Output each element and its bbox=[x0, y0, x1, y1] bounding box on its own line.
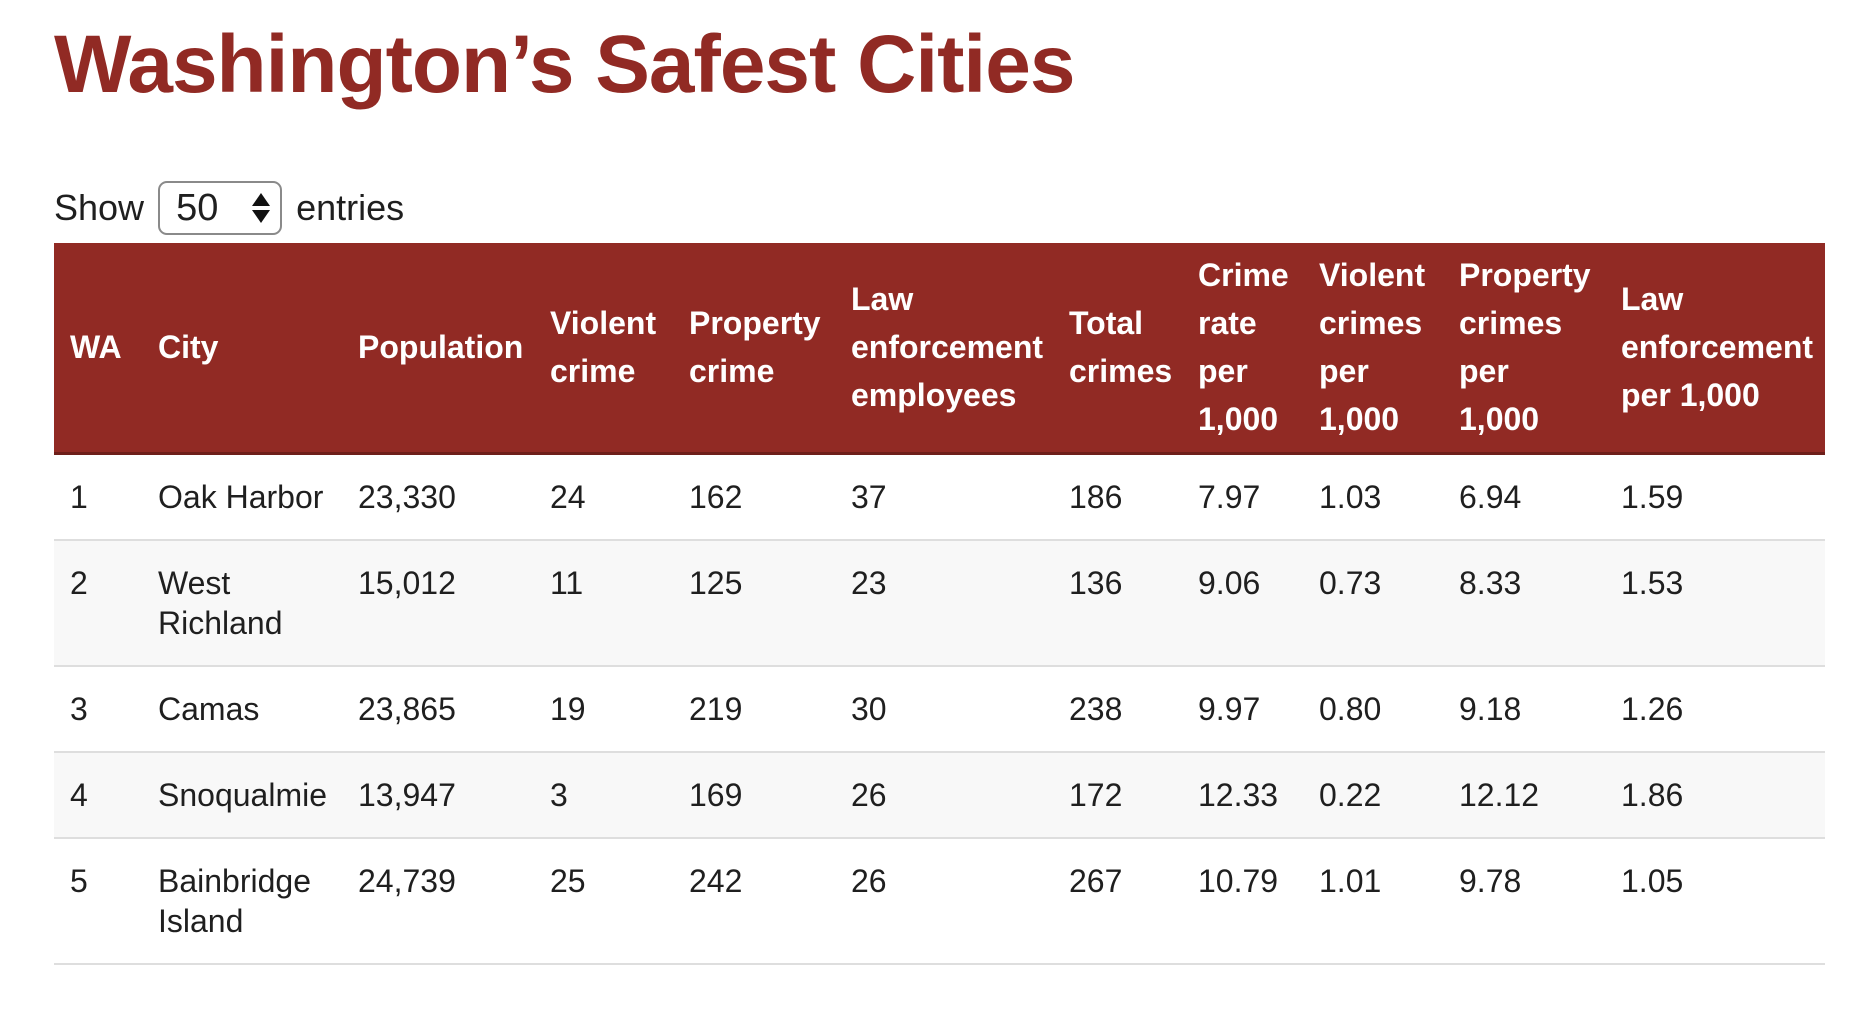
show-label: Show bbox=[54, 187, 145, 228]
chevron-down-icon bbox=[252, 210, 271, 223]
table-cell: 5 bbox=[54, 837, 142, 965]
table-cell: Bainbridge Island bbox=[142, 837, 342, 965]
entries-label: entries bbox=[296, 187, 405, 228]
table-cell: 1.01 bbox=[1303, 837, 1443, 965]
table-row: 5 Bainbridge Island 24,739 25 242 26 267 10.79 1… bbox=[54, 837, 1825, 965]
table-cell: 9.97 bbox=[1182, 665, 1303, 753]
table-row: 4 Snoqualmie 13,947 3 169 26 172 12.33 0.22 12.12… bbox=[54, 751, 1825, 839]
table-cell: 25 bbox=[534, 837, 673, 965]
header-row: WA City Population Violent crime Property cr… bbox=[54, 243, 1825, 455]
column-header[interactable]: City bbox=[142, 243, 342, 455]
table-cell: 1.86 bbox=[1605, 751, 1825, 839]
table-cell: 9.78 bbox=[1443, 837, 1605, 965]
table-cell: 219 bbox=[673, 665, 835, 753]
column-header[interactable]: Population bbox=[342, 243, 534, 455]
column-header[interactable]: Violent crimes per 1,000 bbox=[1303, 243, 1443, 455]
table-cell: 242 bbox=[673, 837, 835, 965]
table-cell: 0.80 bbox=[1303, 665, 1443, 753]
table-cell: 0.22 bbox=[1303, 751, 1443, 839]
table-cell: 24,739 bbox=[342, 837, 534, 965]
table-row: 1 Oak Harbor 23,330 24 162 37 186 7.97 1.03 6.94 1… bbox=[54, 453, 1825, 541]
entries-length-control: Show 50 entries bbox=[54, 178, 404, 238]
table-cell: 26 bbox=[835, 837, 1053, 965]
table-cell: West Richland bbox=[142, 539, 342, 667]
table-cell: 1.03 bbox=[1303, 453, 1443, 541]
table-cell: 169 bbox=[673, 751, 835, 839]
table-header: WA City Population Violent crime Property cr… bbox=[54, 243, 1825, 455]
table-row: 2 West Richland 15,012 11 125 23 136 9.06 0.73 8.… bbox=[54, 539, 1825, 667]
entries-per-page-value: 50 bbox=[176, 186, 219, 229]
table-cell: 37 bbox=[835, 453, 1053, 541]
table-cell: 13,947 bbox=[342, 751, 534, 839]
table-cell: 12.12 bbox=[1443, 751, 1605, 839]
table-cell: 4 bbox=[54, 751, 142, 839]
column-header[interactable]: Law enforcement per 1,000 bbox=[1605, 243, 1825, 455]
table-cell: 24 bbox=[534, 453, 673, 541]
table-cell: 162 bbox=[673, 453, 835, 541]
table-cell: 1.53 bbox=[1605, 539, 1825, 667]
table-cell: 7.97 bbox=[1182, 453, 1303, 541]
table-cell: 136 bbox=[1053, 539, 1182, 667]
table-cell: 125 bbox=[673, 539, 835, 667]
table-cell: 15,012 bbox=[342, 539, 534, 667]
entries-per-page-select[interactable]: 50 bbox=[158, 181, 283, 235]
column-header[interactable]: Property crime bbox=[673, 243, 835, 455]
table-cell: 23,865 bbox=[342, 665, 534, 753]
table-cell: 172 bbox=[1053, 751, 1182, 839]
table-cell: 9.18 bbox=[1443, 665, 1605, 753]
table-cell: 23,330 bbox=[342, 453, 534, 541]
column-header[interactable]: Violent crime bbox=[534, 243, 673, 455]
table-cell: 6.94 bbox=[1443, 453, 1605, 541]
table-cell: Camas bbox=[142, 665, 342, 753]
table-cell: 10.79 bbox=[1182, 837, 1303, 965]
column-header[interactable]: Law enforcement employees bbox=[835, 243, 1053, 455]
table-cell: 3 bbox=[54, 665, 142, 753]
table-cell: 11 bbox=[534, 539, 673, 667]
table-cell: 12.33 bbox=[1182, 751, 1303, 839]
table-cell: 1 bbox=[54, 453, 142, 541]
table-cell: 23 bbox=[835, 539, 1053, 667]
table-cell: 30 bbox=[835, 665, 1053, 753]
safest-cities-table: WA City Population Violent crime Property cr… bbox=[54, 243, 1825, 965]
table-cell: 0.73 bbox=[1303, 539, 1443, 667]
table-cell: 1.59 bbox=[1605, 453, 1825, 541]
table-cell: 1.05 bbox=[1605, 837, 1825, 965]
table-cell: 9.06 bbox=[1182, 539, 1303, 667]
table-row: 3 Camas 23,865 19 219 30 238 9.97 0.80 9.18 1.26 bbox=[54, 665, 1825, 753]
page-title: Washington’s Safest Cities bbox=[54, 19, 1075, 110]
table-cell: 267 bbox=[1053, 837, 1182, 965]
table-cell: 3 bbox=[534, 751, 673, 839]
table-cell: 2 bbox=[54, 539, 142, 667]
select-arrows-icon bbox=[252, 193, 271, 223]
table-cell: 238 bbox=[1053, 665, 1182, 753]
table-cell: 186 bbox=[1053, 453, 1182, 541]
column-header[interactable]: Crime rate per 1,000 bbox=[1182, 243, 1303, 455]
column-header[interactable]: Total crimes bbox=[1053, 243, 1182, 455]
table-body: 1 Oak Harbor 23,330 24 162 37 186 7.97 1.03 6.94 1… bbox=[54, 453, 1825, 965]
table-cell: 26 bbox=[835, 751, 1053, 839]
table-cell: 8.33 bbox=[1443, 539, 1605, 667]
table-cell: Snoqualmie bbox=[142, 751, 342, 839]
column-header[interactable]: WA bbox=[54, 243, 142, 455]
table-cell: Oak Harbor bbox=[142, 453, 342, 541]
table-cell: 1.26 bbox=[1605, 665, 1825, 753]
column-header[interactable]: Property crimes per 1,000 bbox=[1443, 243, 1605, 455]
table-cell: 19 bbox=[534, 665, 673, 753]
chevron-up-icon bbox=[252, 193, 271, 206]
